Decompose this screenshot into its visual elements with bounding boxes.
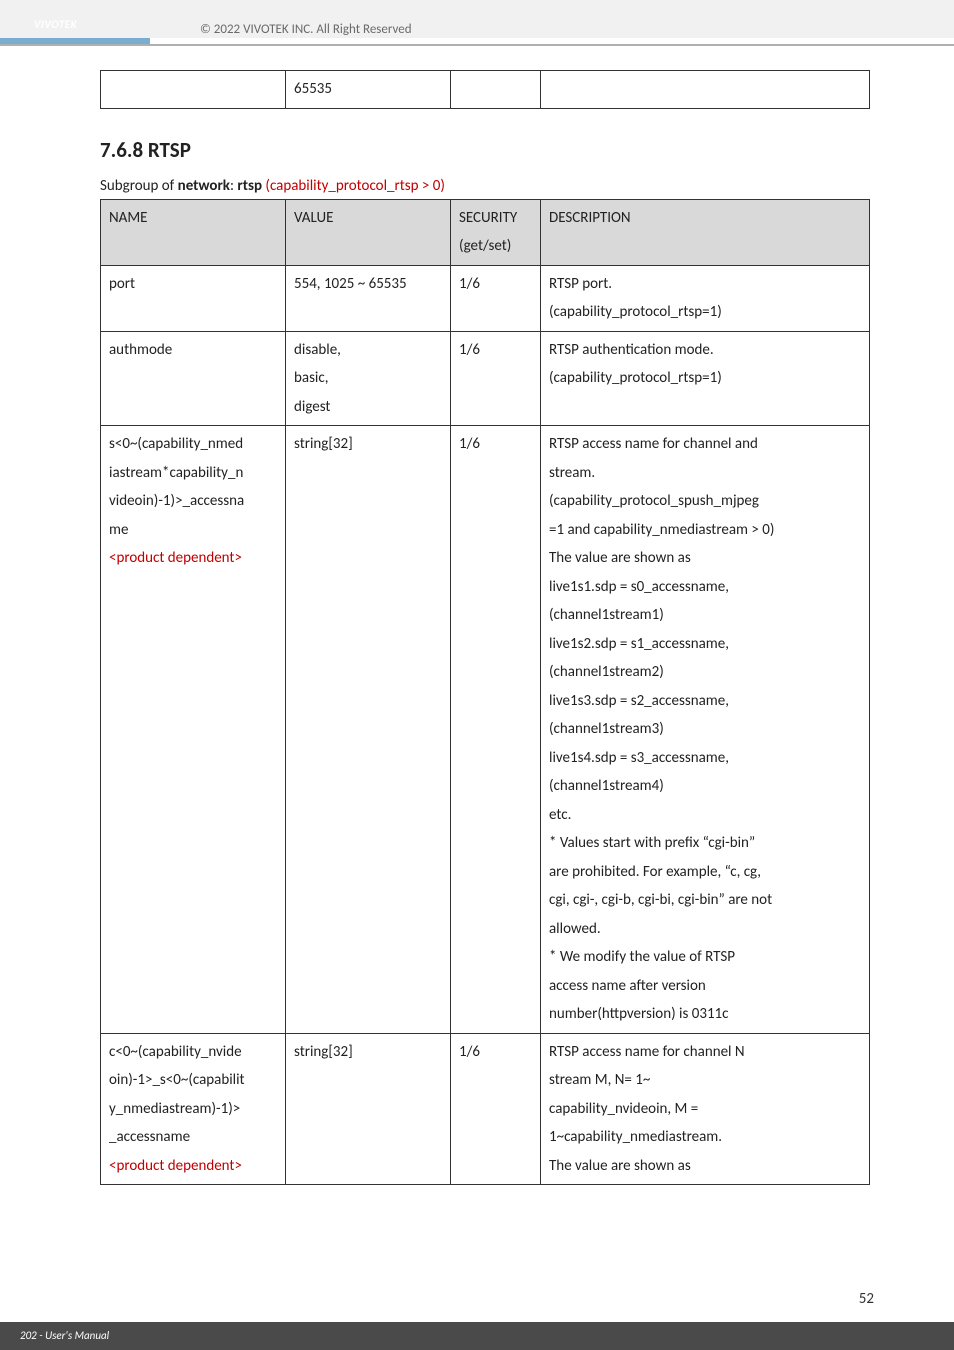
page-content: 65535 7.6.8 RTSP Subgroup of network: rt… [100,70,870,1185]
cell-security: 1/6 [451,265,541,331]
cell-value: string[32] [286,426,451,1034]
subgroup-label: Subgroup of network: rtsp (capability_pr… [100,177,870,195]
cell-desc: RTSP access name for channel andstream.(… [541,426,870,1034]
section-heading: 7.6.8 RTSP [100,137,870,163]
table-header-row: NAME VALUE SECURITY(get/set) DESCRIPTION [101,199,870,265]
cell-name: authmode [101,331,286,426]
col-header-name: NAME [101,199,286,265]
cell-value: disable,basic,digest [286,331,451,426]
cell [101,71,286,109]
col-header-description: DESCRIPTION [541,199,870,265]
top-band [0,0,954,38]
table-row: 65535 [101,71,870,109]
cell-desc: RTSP access name for channel Nstream M, … [541,1033,870,1185]
text-red: (capability_protocol_rtsp > 0) [262,177,445,195]
cell-value: string[32] [286,1033,451,1185]
cell: 65535 [286,71,451,109]
cell-desc: RTSP authentication mode.(capability_pro… [541,331,870,426]
cell-name: port [101,265,286,331]
underline-bar [0,44,954,46]
cell-security: 1/6 [451,426,541,1034]
cell-name: c<0~(capability_nvideoin)-1>_s<0~(capabi… [101,1033,286,1185]
page-number: 52 [859,1290,874,1308]
cell-desc: RTSP port.(capability_protocol_rtsp=1) [541,265,870,331]
cell-name: s<0~(capability_nmediastream*capability_… [101,426,286,1034]
product-dependent-label: <product dependent> [109,1157,242,1175]
table-row: port 554, 1025 ~ 65535 1/6 RTSP port.(ca… [101,265,870,331]
product-dependent-label: <product dependent> [109,549,242,567]
copyright-text: © 2022 VIVOTEK INC. All Right Reserved [200,22,412,37]
cell [541,71,870,109]
brand-label: VIVOTEK [34,18,77,31]
top-small-table: 65535 [100,70,870,109]
main-table: NAME VALUE SECURITY(get/set) DESCRIPTION… [100,199,870,1186]
table-row: c<0~(capability_nvideoin)-1>_s<0~(capabi… [101,1033,870,1185]
col-header-security: SECURITY(get/set) [451,199,541,265]
text-bold: rtsp [237,177,262,195]
table-row: authmode disable,basic,digest 1/6 RTSP a… [101,331,870,426]
cell-value: 554, 1025 ~ 65535 [286,265,451,331]
footer-label: 202 - User's Manual [20,1329,109,1342]
table-row: s<0~(capability_nmediastream*capability_… [101,426,870,1034]
text: Subgroup of [100,177,178,195]
cell [451,71,541,109]
cell-security: 1/6 [451,1033,541,1185]
footer-bar: 202 - User's Manual [0,1322,954,1350]
col-header-value: VALUE [286,199,451,265]
cell-security: 1/6 [451,331,541,426]
text-bold: network [178,177,230,195]
